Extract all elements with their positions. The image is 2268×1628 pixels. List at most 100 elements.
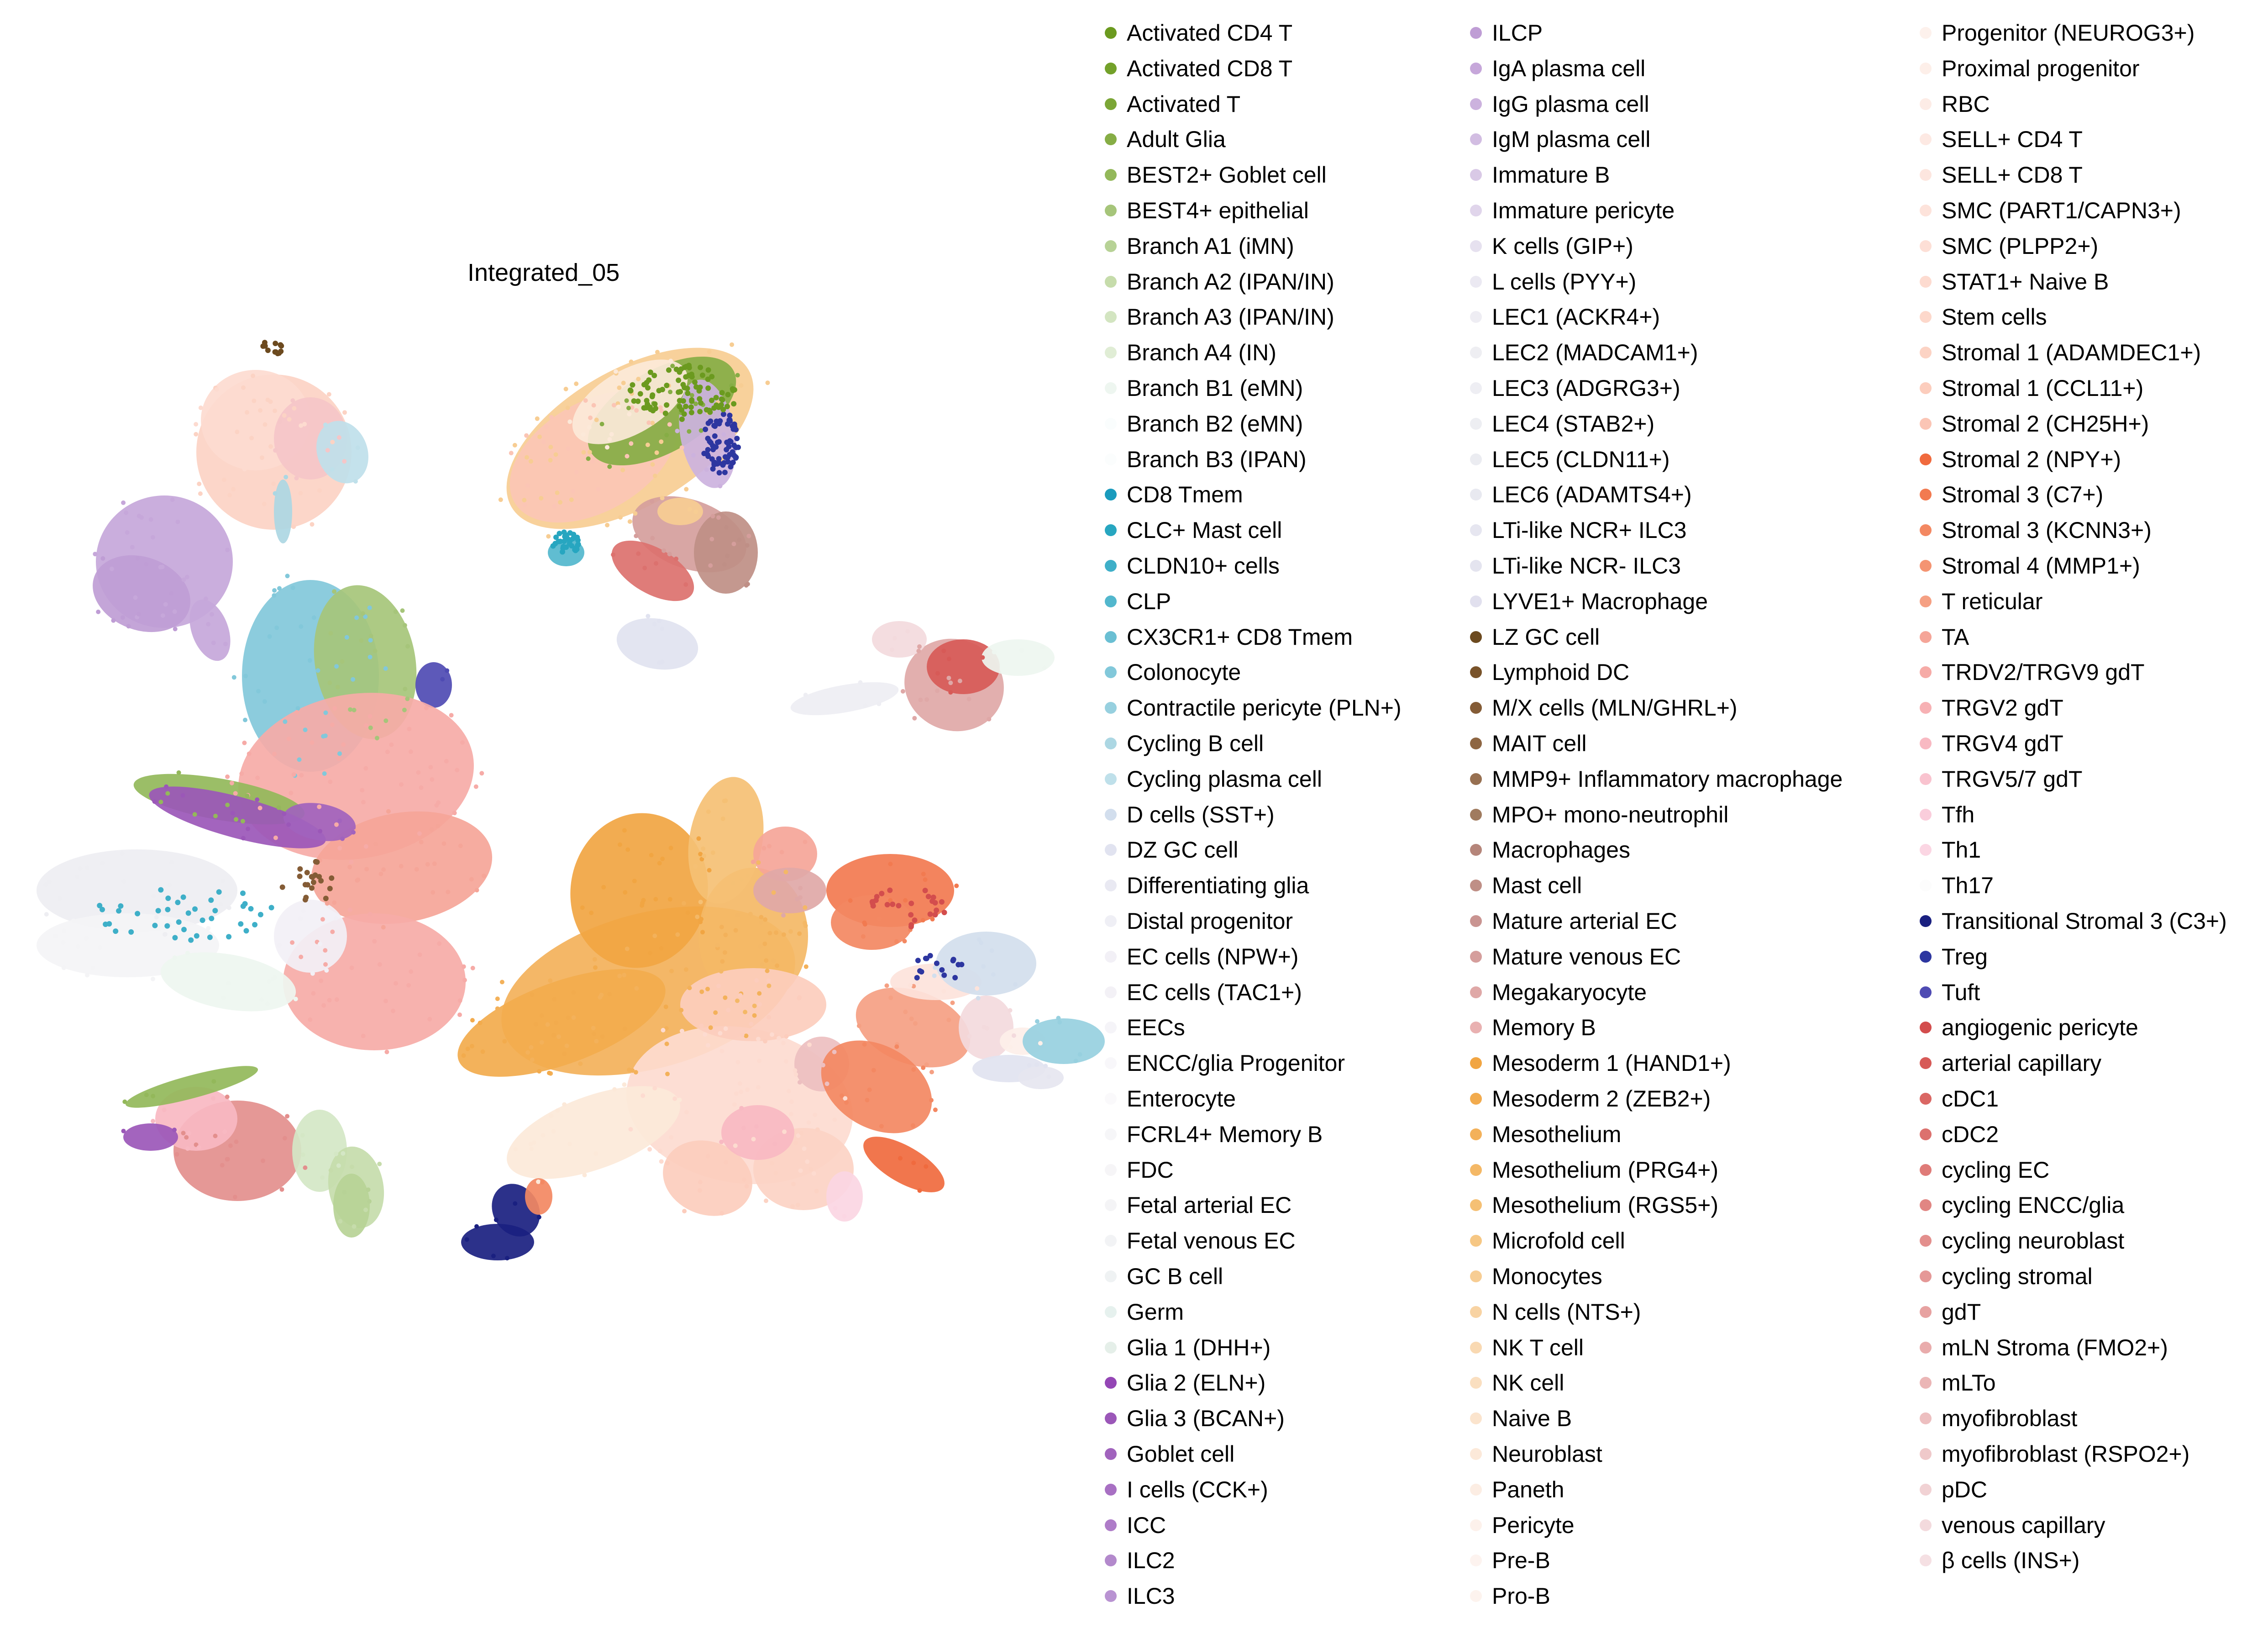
cell-point [793, 1068, 798, 1073]
cell-point [601, 885, 606, 890]
cell-point [689, 397, 695, 403]
cell-cluster [936, 932, 1036, 996]
legend-label: RBC [1942, 91, 1990, 117]
legend-label: Stromal 2 (NPY+) [1942, 446, 2121, 472]
cell-point [469, 1043, 474, 1048]
cell-point [75, 944, 80, 949]
cell-point [658, 405, 663, 410]
legend-label: pDC [1942, 1476, 1988, 1502]
legend-item: Pro-B [1470, 1582, 1550, 1610]
cell-point [327, 998, 332, 1003]
cell-point [832, 1117, 837, 1122]
cell-point [196, 1145, 201, 1150]
cell-point [352, 707, 357, 712]
cell-point [232, 1195, 237, 1200]
cell-point [341, 1151, 346, 1156]
cell-point [757, 1002, 762, 1007]
cell-point [554, 1020, 559, 1025]
cell-point [240, 819, 245, 824]
cell-point [687, 985, 692, 990]
legend-marker [1920, 1554, 1932, 1567]
cell-point [1008, 1008, 1013, 1013]
cell-point [946, 656, 951, 661]
legend-item: venous capillary [1920, 1512, 2105, 1539]
cell-point [612, 1087, 617, 1092]
cell-point [43, 882, 48, 887]
cell-point [793, 1072, 798, 1077]
cell-point [722, 562, 727, 567]
cell-point [733, 454, 739, 460]
cell-point [660, 626, 665, 631]
cell-point [303, 727, 308, 732]
cell-point [716, 439, 722, 445]
cell-point [976, 996, 981, 1001]
cell-point [310, 880, 316, 885]
cell-point [594, 417, 599, 422]
legend-marker [1105, 1306, 1117, 1318]
cell-point [739, 1106, 744, 1111]
cell-point [295, 706, 300, 711]
cell-point [513, 1201, 518, 1206]
legend-item: BEST2+ Goblet cell [1105, 161, 1327, 189]
cell-point [966, 696, 971, 701]
legend-item: TRGV4 gdT [1920, 730, 2063, 757]
legend-label: Branch B3 (IPAN) [1127, 446, 1307, 472]
cell-point [332, 706, 337, 711]
legend-label: Treg [1942, 943, 1988, 969]
cell-point [334, 916, 339, 921]
cell-point [347, 864, 352, 869]
cell-point [354, 615, 359, 620]
cell-point [405, 696, 410, 701]
legend-item: myofibroblast (RSPO2+) [1920, 1440, 2189, 1468]
cell-point [667, 552, 672, 557]
cell-point [664, 383, 670, 388]
cell-point [419, 785, 424, 790]
cell-point [723, 454, 729, 460]
cell-point [858, 680, 863, 685]
cell-point [330, 722, 335, 727]
cell-point [334, 1151, 339, 1156]
legend-marker [1920, 986, 1932, 998]
cell-point [172, 609, 177, 614]
cell-point [683, 967, 688, 972]
cell-point [581, 450, 586, 455]
legend-label: cycling stromal [1942, 1264, 2093, 1289]
cell-point [844, 1100, 849, 1105]
cell-point [360, 611, 365, 616]
legend-item: Mesoderm 1 (HAND1+) [1470, 1049, 1731, 1077]
cell-point [723, 933, 728, 938]
cell-point [622, 973, 627, 978]
cell-point [733, 444, 739, 450]
cell-point [745, 1087, 750, 1092]
cell-point [803, 839, 808, 844]
legend-marker [1470, 489, 1482, 501]
cell-point [175, 519, 180, 524]
cell-point [856, 1023, 861, 1028]
cell-point [399, 782, 404, 787]
cell-point [214, 387, 219, 392]
cell-point [228, 1143, 233, 1148]
legend-marker [1470, 1235, 1482, 1247]
cell-point [992, 649, 997, 654]
cell-point [586, 456, 591, 461]
cell-point [282, 413, 287, 418]
cell-point [922, 888, 928, 893]
cell-point [386, 809, 391, 814]
cell-point [911, 984, 916, 989]
cell-point [668, 390, 673, 395]
cell-point [722, 799, 727, 803]
legend-label: Glia 1 (DHH+) [1127, 1334, 1271, 1360]
cell-point [541, 440, 546, 445]
cell-cluster [863, 1137, 945, 1192]
cell-cluster [721, 1105, 794, 1160]
legend-label: SELL+ CD4 T [1942, 126, 2083, 153]
cell-point [320, 917, 325, 922]
cell-point [803, 964, 808, 969]
cell-point [634, 533, 639, 538]
cell-point [460, 740, 465, 745]
cell-point [633, 1070, 638, 1075]
cell-point [355, 445, 360, 450]
cell-point [925, 894, 931, 900]
cell-point [982, 1025, 987, 1030]
cell-point [478, 1021, 483, 1025]
